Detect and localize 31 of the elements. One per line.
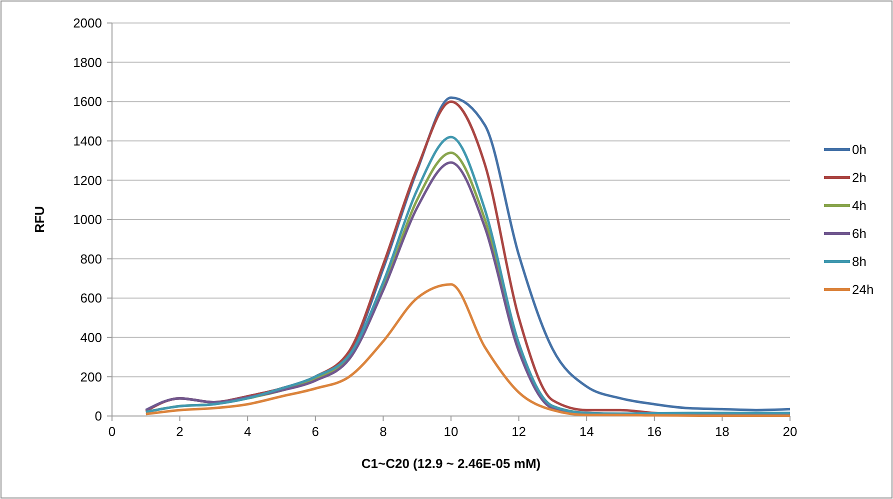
x-tick-label: 12 bbox=[512, 424, 526, 439]
x-tick-label: 10 bbox=[444, 424, 458, 439]
x-tick-label: 16 bbox=[647, 424, 662, 439]
x-axis-title: C1~C20 (12.9 ~ 2.46E-05 mM) bbox=[361, 456, 541, 471]
x-tick-label: 0 bbox=[108, 424, 116, 439]
y-tick-label: 1200 bbox=[73, 172, 102, 188]
y-tick-label: 1400 bbox=[73, 133, 102, 148]
legend-label: 8h bbox=[852, 254, 866, 270]
y-tick-label: 0 bbox=[94, 408, 102, 424]
x-tick-label: 2 bbox=[176, 424, 184, 439]
x-tick-label: 6 bbox=[312, 424, 320, 439]
legend-label: 4h bbox=[852, 198, 866, 214]
y-tick-label: 800 bbox=[80, 251, 102, 266]
y-tick-label: 200 bbox=[80, 369, 102, 384]
legend-label: 24h bbox=[852, 282, 874, 298]
legend-label: 6h bbox=[852, 226, 866, 242]
legend-label: 0h bbox=[852, 142, 866, 158]
y-tick-label: 400 bbox=[80, 330, 102, 345]
legend-label: 2h bbox=[852, 170, 866, 186]
x-tick-label: 18 bbox=[714, 424, 730, 439]
line-series bbox=[144, 283, 792, 418]
x-tick-label: 20 bbox=[782, 424, 798, 439]
y-tick-label: 1600 bbox=[73, 94, 102, 110]
y-tick-label: 600 bbox=[80, 290, 102, 306]
y-axis-title: RFU bbox=[32, 206, 47, 233]
y-tick-label: 1000 bbox=[73, 212, 102, 228]
x-tick-label: 14 bbox=[579, 424, 594, 439]
y-tick-label: 2000 bbox=[73, 16, 102, 31]
x-tick-label: 4 bbox=[244, 424, 252, 439]
y-tick-label: 1800 bbox=[73, 54, 102, 70]
x-tick-label: 8 bbox=[380, 424, 387, 439]
